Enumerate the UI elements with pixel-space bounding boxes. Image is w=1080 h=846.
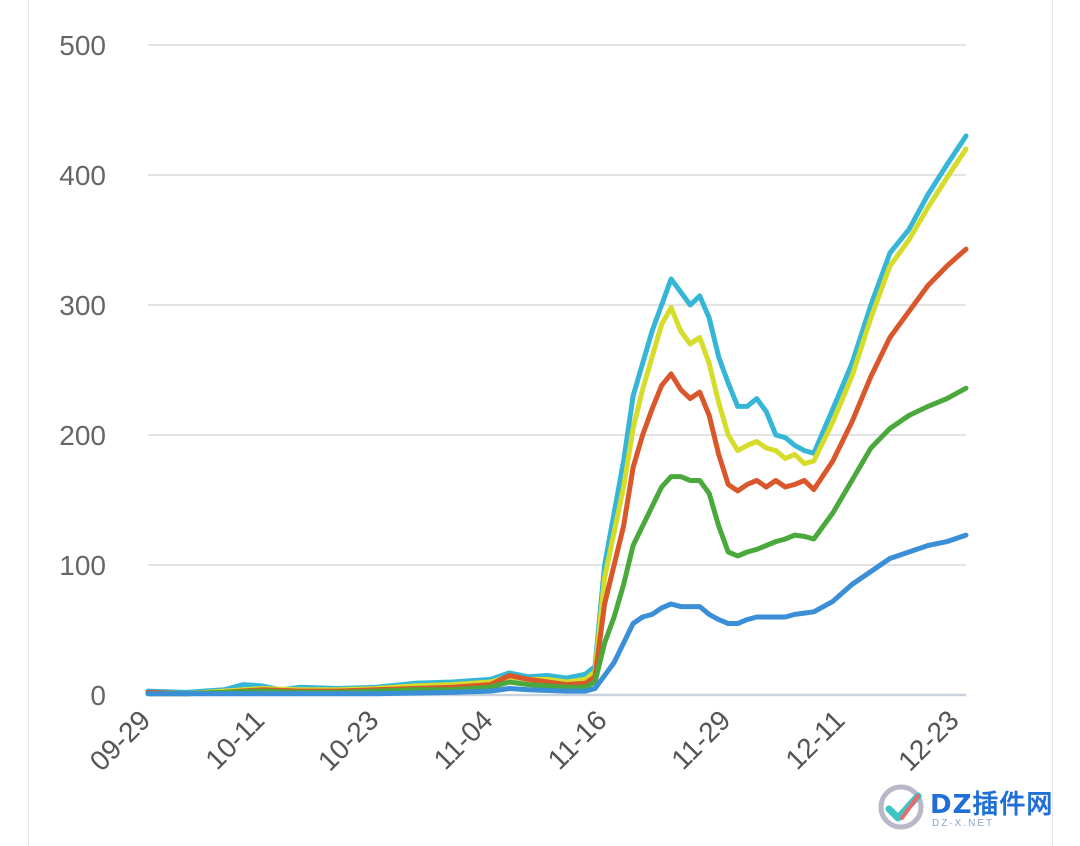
series-line-orange (145, 246, 969, 697)
x-tick-label: 10-11 (199, 704, 270, 775)
x-tick-label: 11-04 (428, 704, 499, 775)
y-tick-label: 500 (59, 30, 106, 61)
x-tick-label: 12-11 (779, 704, 850, 775)
y-tick-label: 300 (59, 290, 106, 321)
watermark-subtitle: DZ-X.NET (932, 818, 995, 829)
y-tick-label: 400 (59, 160, 106, 191)
gridlines (148, 44, 966, 697)
series-line-cyan (145, 133, 969, 695)
right-frame-border (1052, 0, 1053, 846)
series-line-yellow (145, 146, 969, 697)
watermark-title: DZ插件网 (930, 790, 1054, 820)
y-axis-ticks: 0 100 200 300 400 500 (59, 30, 106, 711)
watermark: DZ插件网 DZ-X.NET (876, 780, 1072, 836)
x-tick-label: 11-16 (542, 704, 613, 775)
series-lines (145, 133, 969, 697)
x-tick-label: 12-23 (892, 704, 965, 777)
series-line-green (145, 385, 969, 697)
x-tick-label: 10-23 (312, 704, 385, 777)
x-axis-ticks: 09-29 10-11 10-23 11-04 11-16 11-29 12-11 12-23 (84, 704, 965, 777)
left-frame-border (28, 0, 29, 846)
series-line-blue (145, 532, 969, 697)
y-tick-label: 100 (59, 550, 106, 581)
x-tick-label: 11-29 (665, 704, 736, 775)
watermark-logo-icon (878, 784, 924, 830)
x-tick-label: 09-29 (84, 704, 157, 777)
y-tick-label: 200 (59, 420, 106, 451)
y-tick-label: 0 (90, 680, 106, 711)
